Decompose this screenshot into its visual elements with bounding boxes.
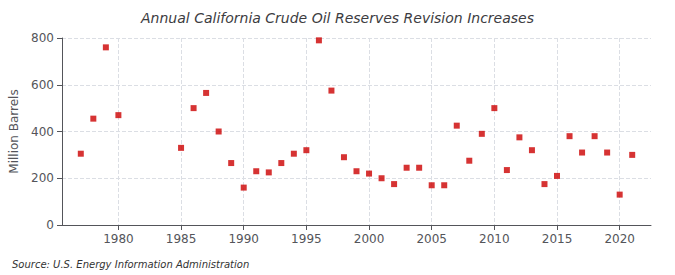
svg-text:1995: 1995 bbox=[291, 232, 322, 246]
svg-text:2010: 2010 bbox=[479, 232, 510, 246]
svg-text:0: 0 bbox=[46, 218, 54, 232]
svg-text:1980: 1980 bbox=[103, 232, 134, 246]
svg-text:1985: 1985 bbox=[166, 232, 197, 246]
svg-text:600: 600 bbox=[31, 78, 54, 92]
svg-text:2005: 2005 bbox=[416, 232, 447, 246]
svg-text:Annual California Crude Oil Re: Annual California Crude Oil Reserves Rev… bbox=[140, 10, 534, 26]
svg-text:1990: 1990 bbox=[228, 232, 259, 246]
svg-text:800: 800 bbox=[31, 31, 54, 45]
svg-text:2020: 2020 bbox=[604, 232, 635, 246]
svg-text:2000: 2000 bbox=[354, 232, 385, 246]
svg-text:400: 400 bbox=[31, 125, 54, 139]
svg-text:2015: 2015 bbox=[542, 232, 573, 246]
svg-text:Source: U.S. Energy Informatio: Source: U.S. Energy Information Administ… bbox=[12, 259, 249, 270]
svg-text:Million Barrels: Million Barrels bbox=[7, 89, 21, 173]
svg-text:200: 200 bbox=[31, 171, 54, 185]
